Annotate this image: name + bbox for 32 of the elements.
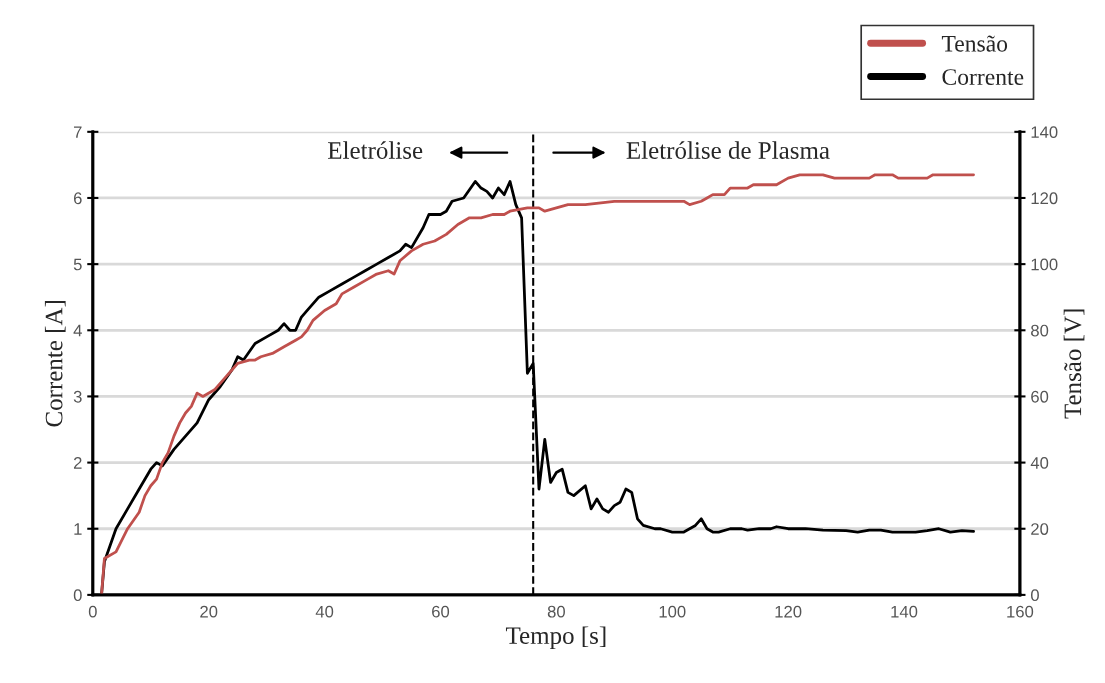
y-tick-label: 0 bbox=[73, 589, 82, 602]
annotation: Eletrólise de Plasma bbox=[626, 141, 830, 159]
y-tick-label: 7 bbox=[73, 126, 82, 138]
x-axis-title: Tempo [s] bbox=[505, 626, 606, 650]
y2-axis-title: Tensão [V] bbox=[1063, 309, 1085, 419]
y2-tick-label: 100 bbox=[1031, 258, 1058, 271]
y-tick-label: 3 bbox=[73, 390, 82, 403]
x-tick-label: 100 bbox=[659, 605, 686, 618]
x-tick-label: 0 bbox=[88, 605, 97, 618]
x-tick-label: 140 bbox=[891, 605, 918, 618]
legend-label: Tensão bbox=[941, 35, 1008, 52]
y2-tick-label: 40 bbox=[1030, 456, 1049, 469]
x-tick-label: 40 bbox=[315, 605, 334, 618]
y-tick-label: 6 bbox=[73, 192, 82, 205]
y2-tick-label: 0 bbox=[1030, 589, 1039, 602]
y2-tick-label: 60 bbox=[1031, 390, 1049, 403]
y2-tick-label: 80 bbox=[1031, 324, 1049, 337]
x-tick-label: 60 bbox=[432, 605, 450, 618]
y2-tick-label: 140 bbox=[1031, 126, 1058, 139]
x-tick-label: 160 bbox=[1007, 605, 1034, 618]
x-tick-label: 80 bbox=[547, 605, 565, 618]
y2-tick-label: 20 bbox=[1031, 523, 1049, 535]
y2-tick-label: 120 bbox=[1031, 192, 1058, 205]
annotation: Eletrólise bbox=[328, 141, 423, 159]
y-axis-title: Corrente [A] bbox=[44, 301, 66, 427]
x-tick-label: 120 bbox=[775, 605, 802, 618]
y-tick-label: 1 bbox=[74, 523, 82, 535]
y-tick-label: 5 bbox=[73, 258, 82, 271]
y-tick-label: 4 bbox=[73, 324, 82, 337]
y-tick-label: 2 bbox=[73, 456, 82, 469]
legend-label: Corrente bbox=[942, 69, 1024, 86]
x-tick-label: 20 bbox=[200, 605, 218, 618]
